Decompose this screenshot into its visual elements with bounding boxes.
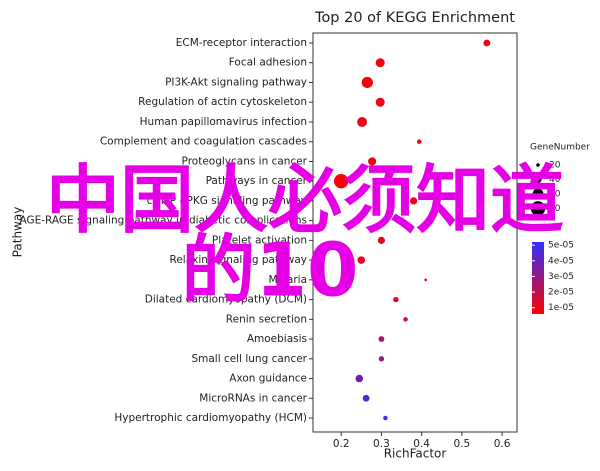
y-tick-label: Human papillomavirus infection [140, 116, 307, 128]
y-tick-label: Proteoglycans in cancer [182, 155, 308, 167]
point [378, 336, 385, 342]
y-tick-label: Pathways in cancer [206, 175, 308, 187]
size-legend-dot [532, 188, 544, 200]
y-tick-label: Platelet activation [212, 234, 307, 246]
y-tick-label: Renin secretion [226, 313, 307, 325]
colorbar-label: 2e-05 [548, 288, 574, 298]
size-legend-label: 20 [549, 161, 561, 171]
y-tick-label: Malaria [268, 274, 307, 286]
point [403, 317, 408, 322]
x-tick-label: 0.6 [494, 438, 511, 450]
y-tick-label: Focal adhesion [229, 57, 307, 69]
y-tick-label: AGE-RAGE signaling pathway in diabetic c… [19, 215, 307, 227]
chart-title: Top 20 of KEGG Enrichment [314, 10, 515, 26]
point [368, 157, 377, 166]
colorbar-label: 1e-05 [548, 303, 574, 313]
y-axis-label: Pathway [11, 207, 25, 258]
point [362, 394, 370, 402]
colorbar [532, 242, 544, 314]
point [378, 356, 385, 362]
x-tick-label: 0.2 [333, 438, 350, 450]
y-tick-label: Hypertrophic cardiomyopathy (HCM) [114, 412, 307, 424]
overlay-text: 中国人必须知道 [46, 158, 564, 244]
y-tick-label: Axon guidance [229, 373, 307, 385]
plot-border [312, 32, 518, 433]
point [393, 296, 399, 303]
point [398, 217, 405, 224]
x-tick-label: 0.4 [413, 438, 430, 450]
y-tick-label: MicroRNAs in cancer [199, 392, 307, 404]
y-tick-label: cGMP - PKG signaling pathway [147, 195, 307, 207]
point [416, 139, 422, 144]
size-legend-title: GeneNumber [530, 143, 590, 153]
point [383, 415, 388, 421]
size-legend-label: 80 [549, 204, 561, 214]
point [375, 58, 385, 68]
y-tick-label: Small cell lung cancer [191, 353, 307, 365]
point [357, 256, 366, 264]
point [375, 97, 385, 107]
point [377, 236, 386, 244]
point [483, 39, 491, 47]
point [333, 173, 349, 189]
y-tick-label: PI3K-Akt signaling pathway [165, 76, 307, 88]
point [424, 278, 428, 282]
size-legend-label: 40 [549, 175, 561, 185]
y-tick-label: Amoebiasis [247, 333, 307, 345]
y-tick-label: ECM-receptor interaction [176, 37, 307, 49]
colorbar-label: 4e-05 [548, 256, 574, 266]
point [357, 116, 368, 127]
size-legend-dot [536, 163, 540, 167]
point [355, 374, 364, 383]
point [361, 76, 373, 89]
overlay-text: 的10 [182, 228, 359, 314]
x-axis-label: RichFactor [384, 447, 447, 461]
x-tick-label: 0.3 [373, 438, 390, 450]
size-legend-label: 60 [549, 190, 561, 200]
colorbar-label: 3e-05 [548, 272, 574, 282]
y-tick-label: Dilated cardiomyopathy (DCM) [145, 294, 307, 306]
y-tick-label: Relaxin signaling pathway [170, 254, 308, 266]
point [409, 197, 418, 205]
y-tick-label: Complement and coagulation cascades [100, 136, 307, 148]
colorbar-label: 5e-05 [548, 241, 574, 251]
size-legend-dot [534, 175, 542, 184]
y-tick-label: Regulation of actin cytoskeleton [138, 96, 307, 108]
size-legend-dot [530, 201, 546, 216]
x-tick-label: 0.5 [454, 438, 471, 450]
